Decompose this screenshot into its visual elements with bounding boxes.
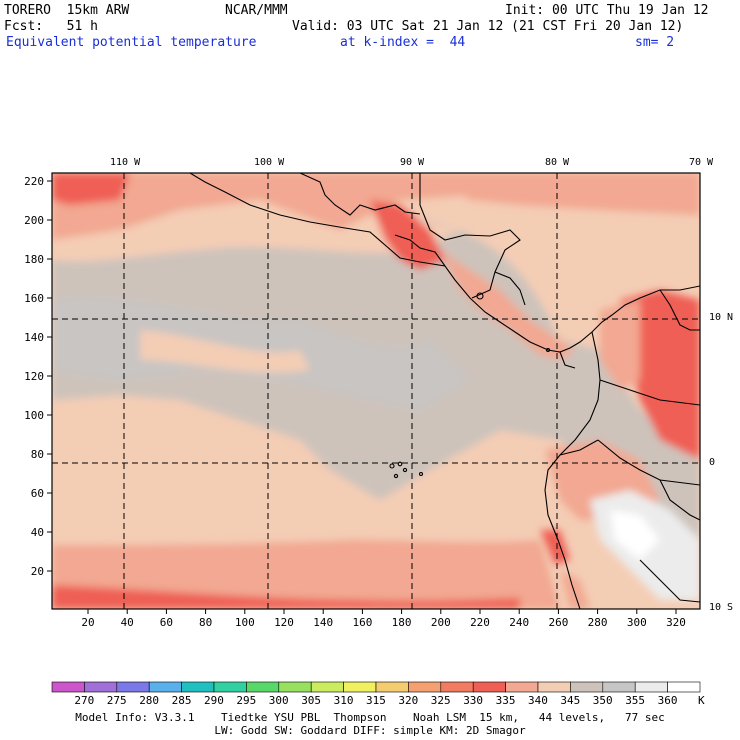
x-tick-label: 220 bbox=[470, 616, 490, 629]
colorbar-swatch bbox=[440, 681, 474, 693]
colorbar-label: 300 bbox=[268, 694, 289, 707]
lon-label-80w: 80 W bbox=[545, 157, 570, 168]
lon-label-110w: 110 W bbox=[110, 157, 141, 168]
lat-label-0: 0 bbox=[709, 457, 716, 468]
valid-time: Valid: 03 UTC Sat 21 Jan 12 (21 CST Fri … bbox=[292, 19, 684, 34]
colorbar-label: 285 bbox=[171, 694, 192, 707]
colorbar-label: 340 bbox=[528, 694, 548, 707]
model-info-line2: LW: Godd SW: Goddard DIFF: simple KM: 2D… bbox=[214, 724, 526, 737]
forecast-hour: Fcst: 51 h bbox=[4, 19, 98, 34]
y-tick-label: 200 bbox=[24, 214, 44, 227]
colorbar-swatch bbox=[116, 681, 150, 693]
x-tick-label: 180 bbox=[392, 616, 412, 629]
colorbar-swatch bbox=[375, 681, 409, 693]
colorbar-label: 320 bbox=[398, 694, 419, 707]
x-tick-label: 320 bbox=[666, 616, 686, 629]
colorbar-swatch bbox=[408, 681, 442, 693]
x-tick-label: 200 bbox=[431, 616, 451, 629]
y-tick-label: 220 bbox=[24, 175, 44, 188]
field-name: Equivalent potential temperature bbox=[6, 35, 257, 50]
x-tick-label: 60 bbox=[160, 616, 173, 629]
colorbar-label: 270 bbox=[74, 694, 95, 707]
x-tick-label: 20 bbox=[81, 616, 94, 629]
x-axis-ticks: 20 40 60 80 100 120 140 160 180 200 220 240 260 280 30… bbox=[81, 609, 686, 629]
x-tick-label: 260 bbox=[548, 616, 568, 629]
colorbar-swatch bbox=[51, 681, 85, 693]
colorbar-label: 330 bbox=[463, 694, 484, 707]
colorbar-label: 335 bbox=[495, 694, 516, 707]
colorbar-label: 345 bbox=[560, 694, 581, 707]
y-tick-label: 80 bbox=[31, 448, 44, 461]
colorbar-swatch bbox=[213, 681, 247, 693]
x-tick-label: 120 bbox=[274, 616, 294, 629]
y-tick-label: 140 bbox=[24, 331, 44, 344]
colorbar-swatch bbox=[84, 681, 118, 693]
y-tick-label: 120 bbox=[24, 370, 44, 383]
colorbar-label: 355 bbox=[625, 694, 646, 707]
map-frame bbox=[51, 172, 701, 610]
colorbar-label: 295 bbox=[236, 694, 257, 707]
colorbar-swatch bbox=[570, 681, 604, 693]
init-time: Init: 00 UTC Thu 19 Jan 12 bbox=[505, 3, 709, 18]
x-tick-label: 240 bbox=[509, 616, 529, 629]
x-tick-label: 280 bbox=[588, 616, 608, 629]
y-tick-label: 180 bbox=[24, 253, 44, 266]
colorbar-label: 290 bbox=[204, 694, 224, 707]
colorbar-swatch bbox=[148, 681, 182, 693]
colorbar-swatch bbox=[602, 681, 636, 693]
coastlines bbox=[189, 173, 700, 609]
colorbar-swatch bbox=[343, 681, 377, 693]
colorbar-swatch bbox=[537, 681, 571, 693]
colorbar-label: 305 bbox=[301, 694, 322, 707]
x-tick-label: 100 bbox=[235, 616, 255, 629]
model-info-line1: Model Info: V3.3.1 Tiedtke YSU PBL Thomp… bbox=[75, 711, 665, 724]
y-tick-label: 40 bbox=[31, 526, 44, 539]
y-tick-label: 100 bbox=[24, 409, 44, 422]
colorbar-label: 325 bbox=[430, 694, 451, 707]
y-axis-ticks: 220 200 180 160 140 120 100 80 60 40 20 bbox=[24, 175, 52, 578]
y-tick-label: 20 bbox=[31, 565, 44, 578]
colorbar-label: 280 bbox=[139, 694, 160, 707]
x-tick-label: 80 bbox=[199, 616, 212, 629]
colorbar-label: 360 bbox=[657, 694, 678, 707]
colorbar-label: 315 bbox=[366, 694, 386, 707]
lat-label-10s: 10 S bbox=[709, 602, 734, 613]
colorbar-label: 275 bbox=[106, 694, 127, 707]
y-tick-label: 160 bbox=[24, 292, 44, 305]
lon-label-100w: 100 W bbox=[254, 157, 285, 168]
colorbar-swatch bbox=[634, 681, 668, 693]
smoothing-label: sm= 2 bbox=[635, 35, 675, 50]
lon-label-90w: 90 W bbox=[400, 157, 425, 168]
colorbar-swatch bbox=[667, 681, 701, 693]
colorbar-label: 310 bbox=[333, 694, 354, 707]
x-tick-label: 140 bbox=[313, 616, 333, 629]
colorbar-swatch bbox=[246, 681, 280, 693]
colorbar-swatch bbox=[505, 681, 539, 693]
theta-e-field bbox=[52, 173, 700, 609]
colorbar-swatch bbox=[472, 681, 506, 693]
lon-label-70w: 70 W bbox=[689, 157, 714, 168]
x-tick-label: 160 bbox=[352, 616, 372, 629]
graticule bbox=[52, 173, 700, 609]
model-title: TORERO 15km ARW bbox=[4, 3, 130, 18]
colorbar-swatch bbox=[181, 681, 215, 693]
colorbar-label: 350 bbox=[592, 694, 613, 707]
x-tick-label: 40 bbox=[121, 616, 134, 629]
k-index-label: at k-index = 44 bbox=[340, 35, 466, 50]
organization-label: NCAR/MMM bbox=[225, 3, 288, 18]
colorbar-unit: K bbox=[698, 694, 705, 707]
colorbar bbox=[51, 681, 701, 693]
colorbar-swatch bbox=[310, 681, 344, 693]
lat-label-10n: 10 N bbox=[709, 312, 734, 323]
y-tick-label: 60 bbox=[31, 487, 44, 500]
colorbar-swatch bbox=[278, 681, 312, 693]
x-tick-label: 300 bbox=[627, 616, 647, 629]
